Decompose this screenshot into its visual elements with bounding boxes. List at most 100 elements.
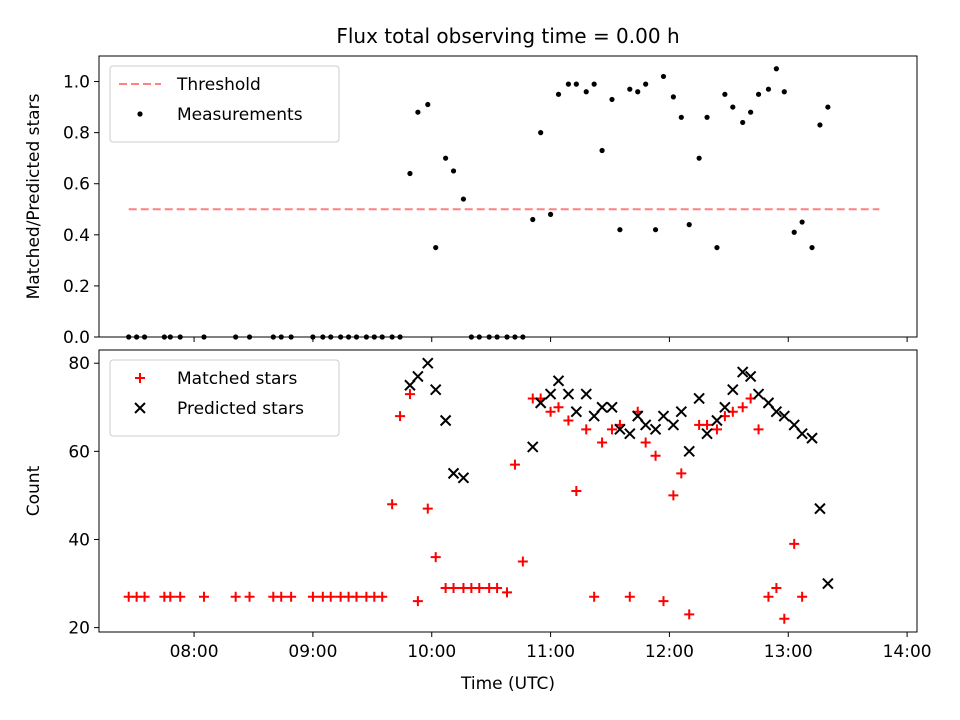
p2-predicted-point-5	[447, 467, 460, 480]
p1-point-37	[530, 216, 536, 223]
p2-predicted-point-33	[752, 388, 765, 400]
p1-point-25	[425, 101, 431, 108]
panel-flux-ratio: 0.0 0.2 0.4 0.6 0.8 1.0 Matched/Predicted star…	[24, 55, 918, 348]
p2-matched-point-44	[589, 591, 600, 602]
p1-ytick-label-4: 0.8	[63, 124, 90, 144]
p2-matched-point-53	[668, 490, 679, 501]
p2-predicted-point-14	[588, 410, 600, 422]
p2-predicted-point-4	[439, 414, 452, 427]
p2-matched-point-23	[404, 389, 415, 400]
p2-matched-point-4	[165, 591, 176, 602]
p2-predicted-point-16	[606, 401, 618, 413]
p1-point-67	[791, 229, 797, 235]
p2-legend-label-1: Predicted stars	[177, 399, 304, 419]
p2-ytick-label-1: 40	[68, 530, 90, 550]
p2-legend-box	[109, 359, 340, 437]
p2-predicted-point-31	[736, 366, 749, 378]
p1-point-55	[686, 222, 692, 228]
p2-xtick-label-1: 09:00	[288, 642, 337, 662]
p2-matched-point-17	[351, 591, 362, 602]
p2-legend-marker-0	[135, 373, 145, 383]
p2-matched-point-34	[502, 587, 513, 598]
p2-predicted-point-26	[693, 392, 705, 405]
p1-point-43	[583, 89, 589, 95]
p2-matched-point-26	[430, 552, 441, 563]
p2-predicted-point-8	[534, 397, 547, 409]
p1-point-63	[755, 91, 762, 97]
p2-ytick-label-0: 20	[68, 619, 90, 639]
p1-ytick-label-3: 0.6	[63, 175, 90, 195]
p1-ytick-label-2: 0.4	[63, 226, 90, 246]
p1-point-61	[740, 119, 746, 126]
p2-predicted-point-38	[796, 428, 808, 440]
p2-predicted-point-11	[562, 388, 575, 400]
p1-point-28	[450, 168, 457, 174]
panel-star-count: 20 40 60 80 08:00 09:00 10:00 11:00 12:00 13:00 14…	[24, 349, 932, 694]
p2-predicted-point-24	[675, 405, 688, 418]
p2-predicted-point-9	[544, 388, 557, 400]
p2-matched-point-21	[387, 499, 398, 510]
p2-predicted-point-6	[457, 472, 470, 484]
p2-series-1	[404, 357, 834, 590]
p1-point-66	[781, 89, 787, 95]
p2-y-axis-label: Count	[24, 465, 44, 516]
p2-matched-point-39	[545, 406, 556, 417]
p2-predicted-point-41	[822, 577, 834, 590]
p1-point-60	[730, 104, 736, 110]
p2-matched-point-28	[448, 582, 459, 593]
p1-point-71	[825, 104, 831, 110]
p1-point-58	[714, 244, 720, 251]
p1-point-44	[591, 81, 597, 87]
p2-matched-point-33	[492, 582, 503, 593]
p2-matched-point-58	[711, 424, 722, 435]
p2-predicted-point-32	[744, 370, 757, 383]
p2-matched-point-31	[474, 582, 485, 593]
p1-point-24	[415, 109, 421, 115]
p2-matched-point-5	[175, 591, 186, 602]
p1-point-50	[643, 81, 649, 87]
p2-predicted-point-7	[527, 441, 539, 453]
p2-matched-point-61	[737, 402, 748, 413]
p1-point-45	[599, 147, 605, 154]
p1-legend-marker-1	[137, 111, 143, 117]
p2-predicted-point-22	[657, 410, 670, 422]
p2-legend: Matched stars Predicted stars	[109, 359, 340, 437]
p2-ytick-label-3: 80	[68, 354, 90, 374]
p1-legend-label-0: Threshold	[176, 75, 261, 95]
p2-xtick-label-6: 14:00	[883, 642, 932, 662]
p1-point-65	[773, 66, 779, 72]
p2-xtick-label-2: 10:00	[407, 642, 456, 662]
p1-point-23	[407, 170, 413, 177]
p2-predicted-point-12	[570, 405, 583, 418]
p2-predicted-point-27	[701, 428, 713, 440]
p1-point-41	[565, 81, 572, 87]
p1-legend-label-1: Measurements	[177, 105, 303, 125]
p2-matched-point-20	[377, 591, 388, 602]
p2-predicted-point-29	[719, 401, 731, 413]
p2-matched-point-48	[624, 591, 635, 602]
p2-matched-point-40	[553, 402, 564, 413]
p1-point-46	[609, 96, 615, 103]
p2-matched-point-35	[509, 459, 520, 470]
p2-matched-point-46	[606, 424, 617, 435]
p2-matched-point-64	[763, 591, 774, 602]
p1-point-42	[573, 81, 579, 87]
p1-point-38	[538, 130, 544, 136]
p2-matched-point-42	[571, 486, 582, 496]
p1-y-axis-label: Matched/Predicted stars	[24, 93, 44, 299]
p2-matched-point-12	[307, 591, 318, 602]
p2-matched-point-10	[276, 591, 287, 602]
p1-point-52	[660, 73, 667, 80]
p1-point-26	[433, 244, 439, 251]
p2-predicted-point-30	[727, 383, 739, 396]
p1-point-70	[817, 122, 823, 128]
p2-predicted-point-23	[667, 419, 680, 431]
p2-xtick-label-0: 08:00	[170, 642, 219, 662]
chart-title: Flux total observing time = 0.00 h	[336, 24, 679, 48]
p1-legend-box	[109, 65, 340, 143]
p2-matched-point-2	[139, 591, 150, 602]
p2-predicted-point-18	[624, 428, 636, 440]
p2-predicted-point-37	[788, 419, 800, 431]
p2-matched-point-24	[412, 596, 423, 607]
